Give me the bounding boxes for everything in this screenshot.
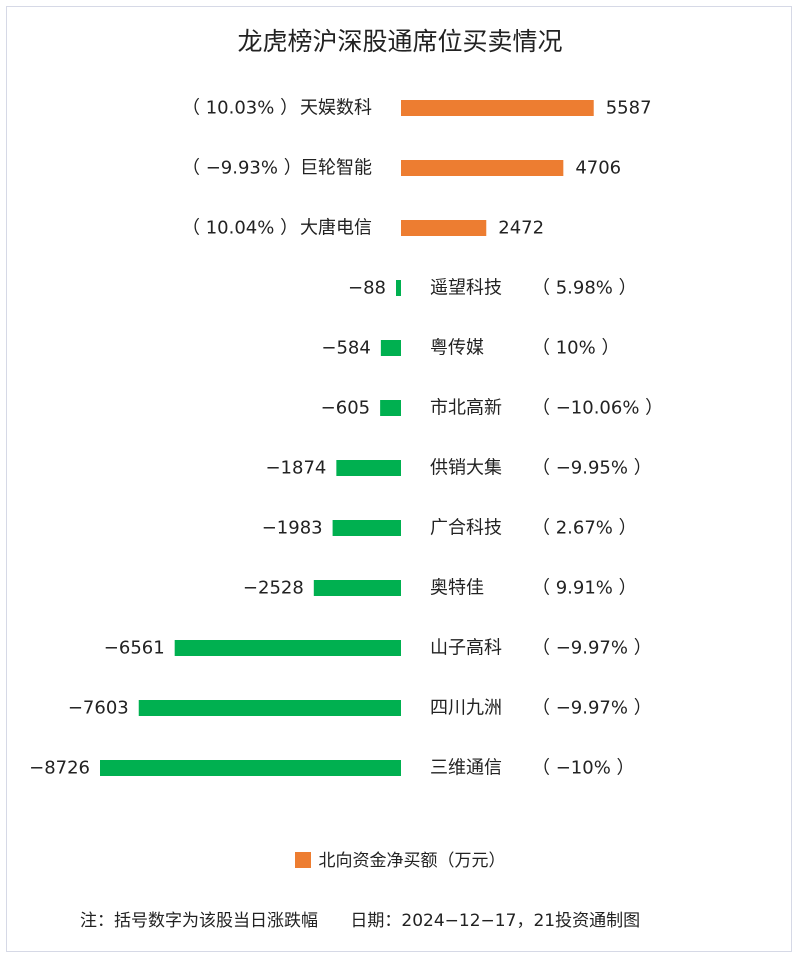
value-label: −605 bbox=[321, 398, 370, 419]
value-label: −1983 bbox=[262, 518, 323, 539]
bar bbox=[138, 700, 401, 716]
category-label: 供销大集 bbox=[430, 458, 502, 479]
category-label: 四川九洲 bbox=[430, 698, 502, 719]
bar bbox=[401, 160, 564, 176]
change-label: （ 10% ） bbox=[532, 338, 619, 359]
legend-swatch bbox=[294, 852, 311, 868]
bar bbox=[100, 760, 401, 776]
change-label: （ 10.03% ） bbox=[182, 98, 298, 119]
category-label: 天娱数科 bbox=[300, 98, 372, 119]
value-label: −2528 bbox=[243, 578, 304, 599]
change-label: （ 10.04% ） bbox=[182, 218, 298, 239]
value-label: −7603 bbox=[68, 698, 129, 719]
bar-chart: 5587 天娱数科（ 10.03% ） 4706 巨轮智能（ −9.93% ） 2472… bbox=[29, 98, 663, 779]
category-label: 市北高新 bbox=[430, 398, 502, 419]
change-label: （ 5.98% ） bbox=[532, 278, 637, 299]
legend: 北向资金净买额（万元） bbox=[0, 846, 800, 871]
bar bbox=[380, 400, 401, 416]
change-label: （ −9.95% ） bbox=[532, 458, 652, 479]
change-label: （ 9.91% ） bbox=[532, 578, 637, 599]
value-label: −6561 bbox=[104, 638, 165, 659]
bar bbox=[401, 100, 594, 116]
bar bbox=[380, 340, 401, 356]
category-label: 奥特佳 bbox=[430, 578, 484, 599]
chart-frame bbox=[6, 6, 792, 952]
value-label: −1874 bbox=[265, 458, 326, 479]
category-label: 遥望科技 bbox=[430, 278, 502, 299]
bar bbox=[332, 520, 401, 536]
category-label: 巨轮智能 bbox=[300, 158, 372, 179]
change-label: （ −9.97% ） bbox=[532, 698, 652, 719]
value-label: 5587 bbox=[606, 98, 652, 119]
category-label: 大唐电信 bbox=[300, 218, 372, 239]
bar bbox=[336, 460, 401, 476]
chart-title: 龙虎榜沪深股通席位买卖情况 bbox=[237, 27, 563, 56]
category-label: 粤传媒 bbox=[430, 338, 484, 359]
change-label: （ 2.67% ） bbox=[532, 518, 637, 539]
change-label: （ −9.97% ） bbox=[532, 638, 652, 659]
value-label: 4706 bbox=[575, 158, 621, 179]
category-label: 广合科技 bbox=[430, 518, 502, 539]
bar bbox=[313, 580, 401, 596]
value-label: −8726 bbox=[29, 758, 90, 779]
footnote: 注：括号数字为该股当日涨跌幅 日期：2024−12−17，21投资通制图 bbox=[80, 911, 641, 931]
bar bbox=[401, 220, 487, 236]
legend-label: 北向资金净买额（万元） bbox=[318, 851, 506, 871]
category-label: 山子高科 bbox=[430, 638, 502, 659]
value-label: −584 bbox=[321, 338, 370, 359]
category-label: 三维通信 bbox=[430, 758, 502, 779]
bar bbox=[174, 640, 401, 656]
change-label: （ −10% ） bbox=[532, 758, 635, 779]
value-label: −88 bbox=[348, 278, 386, 299]
change-label: （ −9.93% ） bbox=[182, 158, 302, 179]
change-label: （ −10.06% ） bbox=[532, 398, 663, 419]
bar bbox=[396, 280, 401, 296]
value-label: 2472 bbox=[498, 218, 544, 239]
